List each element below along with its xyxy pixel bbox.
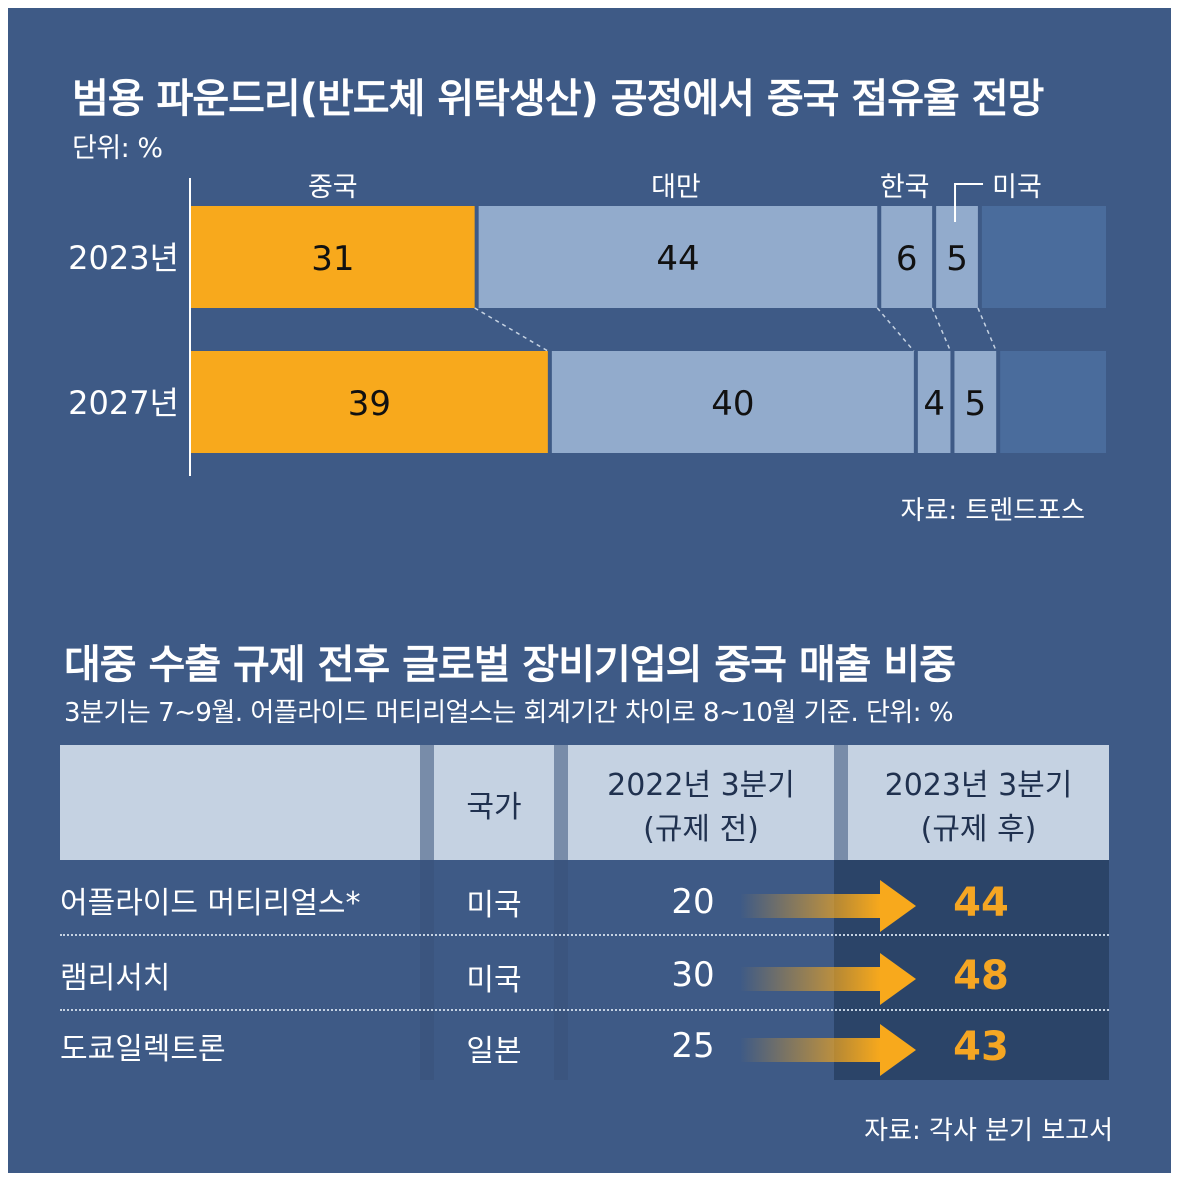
chart2-note: 3분기는 7∼9월. 어플라이드 머티리얼스는 회계기간 차이로 8∼10월 기…	[64, 698, 954, 728]
connector-line	[474, 307, 549, 352]
data-label: 40	[711, 384, 754, 424]
bar-segment-other	[981, 206, 1106, 308]
country-label: 중국	[308, 172, 358, 203]
after-value: 43	[953, 1024, 1009, 1070]
bar-segment-대만	[551, 351, 914, 453]
connector-line	[931, 307, 952, 352]
chart1-unit: 단위: %	[72, 133, 163, 164]
bar-segment-미국	[954, 351, 997, 453]
row-separator	[60, 934, 1109, 936]
company-name: 램리서치	[60, 961, 171, 996]
table-header-bg	[60, 745, 1109, 860]
company-country: 미국	[466, 963, 522, 998]
data-label: 4	[923, 384, 945, 424]
after-value: 44	[953, 880, 1009, 926]
data-label: 6	[896, 239, 918, 279]
company-country: 일본	[466, 1034, 522, 1069]
bar-segment-한국	[881, 206, 933, 308]
arrow-icon	[740, 1020, 920, 1084]
country-label: 한국	[880, 172, 930, 203]
column-divider	[554, 745, 568, 1080]
company-name: 어플라이드 머티리얼스*	[60, 886, 361, 921]
connector-line	[977, 307, 997, 352]
infographic-panel: 범용 파운드리(반도체 위탁생산) 공정에서 중국 점유율 전망 단위: % 2…	[8, 8, 1171, 1173]
data-label: 44	[656, 239, 699, 279]
country-label: 미국	[992, 172, 1042, 203]
bar-segment-대만	[478, 206, 878, 308]
data-label: 5	[946, 239, 968, 279]
chart2-title: 대중 수출 규제 전후 글로벌 장비기업의 중국 매출 비중	[64, 642, 956, 688]
country-label: 대만	[651, 172, 701, 203]
header-before-line2: (규제 전)	[643, 812, 759, 847]
bar-segment-중국	[191, 351, 548, 453]
bar-segment-미국	[936, 206, 978, 308]
chart1-source: 자료: 트렌드포스	[900, 496, 1085, 526]
bar-segment-중국	[191, 206, 475, 308]
company-name: 도쿄일렉트론	[60, 1032, 226, 1067]
header-before-line1: 2022년 3분기	[607, 768, 795, 803]
leader-line	[954, 183, 984, 222]
bar-segment-other	[1000, 351, 1106, 453]
after-value: 48	[953, 953, 1009, 999]
data-label: 31	[311, 239, 354, 279]
before-value: 25	[671, 1026, 715, 1066]
header-country: 국가	[466, 790, 522, 825]
data-label: 5	[965, 384, 987, 424]
bar-segment-한국	[917, 351, 951, 453]
arrow-icon	[740, 949, 920, 1013]
arrow-icon	[740, 876, 920, 940]
category-label: 2027년	[68, 384, 179, 422]
connector-line	[876, 307, 915, 352]
before-value: 20	[671, 882, 715, 922]
before-value: 30	[671, 955, 715, 995]
row-separator	[60, 1009, 1109, 1011]
company-country: 미국	[466, 888, 522, 923]
data-label: 39	[348, 384, 391, 424]
header-after-line2: (규제 후)	[920, 812, 1037, 847]
chart1-title: 범용 파운드리(반도체 위탁생산) 공정에서 중국 점유율 전망	[72, 76, 1044, 122]
column-divider	[420, 745, 434, 1080]
category-label: 2023년	[68, 239, 179, 277]
chart2-source: 자료: 각사 분기 보고서	[864, 1116, 1113, 1146]
header-after-line1: 2023년 3분기	[884, 768, 1073, 803]
